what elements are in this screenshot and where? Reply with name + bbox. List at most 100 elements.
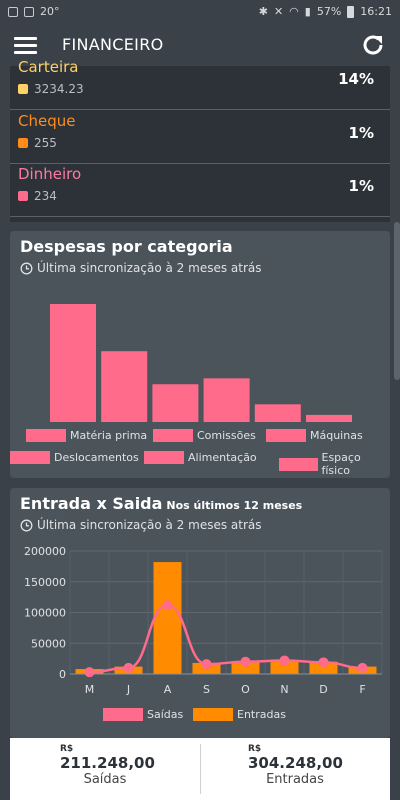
account-percent: 14% [338,70,374,88]
legend-item[interactable]: Deslocamentos [10,451,139,464]
expenses-sync: Última sincronização à 2 meses atrás [20,261,262,275]
divider [200,744,201,794]
y-tick-label: 200000 [24,545,66,558]
flow-combo-chart: 0 50000 100000 150000 200000 M J A S O N D F [24,545,383,696]
status-bar: 20° ✱ ✕ ◠ ▮ 57% 16:21 [0,0,400,24]
clock-icon [20,519,33,531]
account-value: 234 [18,189,57,203]
expenses-bar-chart [50,304,352,422]
clock-text: 16:21 [360,5,392,18]
account-row[interactable]: Dinheiro 234 1% [10,165,390,217]
flow-sync-text: Última sincronização à 2 meses atrás [37,518,262,532]
expense-bar [101,351,148,422]
legend-swatch [153,429,193,442]
total-out-amount: 211.248,00 [60,754,155,772]
x-tick-label: J [126,683,130,696]
account-percent: 1% [348,124,374,142]
battery-text: 57% [316,5,342,18]
expense-bar [152,384,199,422]
account-name: Cheque [18,112,76,130]
account-percent: 1% [348,177,374,195]
account-swatch [18,84,28,94]
flow-card: Entrada x Saida Nos últimos 12 meses Últi… [10,488,390,738]
expenses-card: Despesas por categoria Última sincroniza… [10,231,390,478]
y-tick-label: 50000 [31,637,66,650]
x-tick-label: A [164,683,172,696]
legend-item[interactable]: Saídas [103,708,183,721]
legend-item[interactable]: Entradas [193,708,286,721]
account-swatch [18,191,28,201]
y-tick-label: 0 [59,668,66,681]
account-value-text: 3234.23 [34,82,84,96]
legend-item[interactable]: Alimentação [144,451,257,464]
legend-item[interactable]: Máquinas [266,429,363,442]
gallery-icon [8,6,18,17]
entrada-bar [270,660,299,674]
expense-bar [50,304,96,422]
legend-label: Matéria prima [70,429,148,442]
legend-label: Máquinas [310,429,363,442]
x-tick-label: S [203,683,210,696]
legend-item[interactable]: Matéria prima [26,429,147,442]
account-value-text: 234 [34,189,57,203]
bluetooth-icon: ✱ [258,5,268,18]
legend-item[interactable]: Comissões [153,429,256,442]
wifi-icon: ◠ [289,5,299,18]
x-tick-label: N [280,683,288,696]
legend-label: Entradas [237,708,286,721]
total-out-label: Saídas [83,772,127,787]
account-row[interactable]: Carteira 3234.23 14% [10,58,390,110]
saidas-point [162,600,173,611]
legend-label: Espaço físico [321,451,361,477]
menu-icon[interactable] [14,37,37,54]
legend-label: Saídas [147,708,184,721]
legend-item[interactable]: Espaço físico [279,451,390,477]
entrada-bar [153,562,182,674]
legend-swatch [10,451,50,464]
app-bar: FINANCEIRO [0,24,400,66]
account-name: Carteira [18,58,79,76]
flow-title: Entrada x Saida Nos últimos 12 meses [20,494,302,513]
scrollbar[interactable] [394,222,400,380]
expense-bar [306,414,352,422]
y-tick-label: 150000 [24,576,66,589]
legend-label: Deslocamentos [54,451,139,464]
saidas-point [84,667,95,678]
saidas-point [318,657,329,668]
legend-label: Alimentação [188,451,257,464]
account-value: 255 [18,136,57,150]
total-in-currency: R$ [248,744,262,754]
total-out-currency: R$ [60,744,74,754]
weather-text: 20° [40,5,60,18]
saidas-point [357,662,368,673]
total-out: R$ 211.248,00 Saídas [10,738,200,800]
totals-panel: R$ 211.248,00 Saídas R$ 304.248,00 Entra… [10,738,390,800]
x-tick-label: D [319,683,327,696]
total-in-label: Entradas [266,772,324,787]
refresh-icon[interactable] [360,32,386,58]
account-value: 3234.23 [18,82,84,96]
saidas-point [123,662,134,673]
mute-icon: ✕ [273,5,284,18]
x-tick-label: M [85,683,95,696]
saidas-point [279,655,290,666]
x-tick-label: F [359,683,365,696]
flow-title-text: Entrada x Saida [20,494,163,513]
image-icon [24,6,34,17]
legend-label: Comissões [197,429,256,442]
saidas-point [201,659,212,670]
expense-bar [203,378,250,422]
flow-sync: Última sincronização à 2 meses atrás [20,518,262,532]
entrada-bar [309,661,338,674]
total-in-amount: 304.248,00 [248,754,343,772]
total-in: R$ 304.248,00 Entradas [200,738,390,800]
x-tick-label: O [241,683,250,696]
battery-icon [347,5,355,18]
accounts-list: Carteira 3234.23 14% Cheque 255 1% Dinheiro 234… [10,58,390,222]
expenses-title: Despesas por categoria [20,237,233,256]
legend-swatch [26,429,66,442]
account-row[interactable]: Cheque 255 1% [10,112,390,164]
account-swatch [18,138,28,148]
expense-bar [254,404,301,422]
y-tick-label: 100000 [24,607,66,620]
